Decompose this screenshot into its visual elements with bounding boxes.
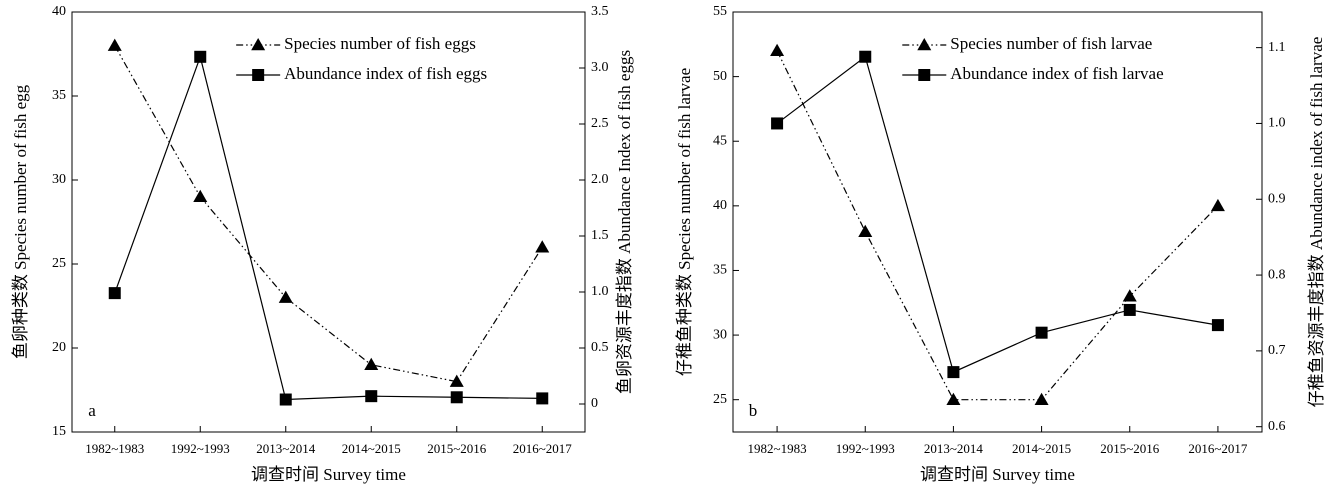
x-tick-label: 2015~2016	[1100, 441, 1160, 456]
x-tick-label: 2016~2017	[1188, 441, 1248, 456]
marker-triangle	[535, 240, 550, 253]
marker-square	[1035, 326, 1048, 339]
x-tick-label: 2014~2015	[1012, 441, 1071, 456]
y-tick-label: 35	[52, 88, 66, 103]
panel-letter: b	[749, 401, 758, 420]
x-axis-label: 调查时间 Survey time	[251, 465, 406, 484]
legend-label: Species number of fish eggs	[284, 34, 476, 53]
marker-square	[252, 69, 265, 81]
legend-label: Abundance index of fish larvae	[950, 64, 1163, 83]
marker-triangle	[946, 392, 961, 405]
marker-triangle	[1034, 392, 1049, 405]
marker-square	[1211, 319, 1224, 332]
y2-tick-label: 2.5	[591, 116, 609, 131]
y2-tick-label: 0.6	[1268, 419, 1286, 434]
y2-tick-label: 0.8	[1268, 267, 1286, 282]
y-tick-label: 50	[713, 69, 727, 84]
x-tick-label: 2015~2016	[427, 441, 487, 456]
x-tick-label: 1982~1983	[748, 441, 807, 456]
y-axis-label: 鱼卵种类数 Species number of fish egg	[11, 84, 30, 359]
y2-axis-label: 仔稚鱼资源丰度指数 Abundance index of fish larvae	[1307, 37, 1326, 408]
plot-frame	[732, 11, 1263, 433]
x-tick-label: 1992~1993	[836, 441, 895, 456]
x-tick-label: 2013~2014	[924, 441, 984, 456]
x-axis-label: 调查时间 Survey time	[920, 465, 1075, 484]
y-tick-label: 30	[52, 172, 66, 187]
marker-square	[108, 287, 121, 300]
x-tick-label: 1982~1983	[85, 441, 144, 456]
marker-square	[859, 50, 872, 63]
marker-triangle	[107, 38, 122, 51]
y2-tick-label: 3.0	[591, 60, 609, 75]
y-tick-label: 40	[52, 4, 66, 19]
marker-triangle	[278, 290, 293, 303]
legend-label: Species number of fish larvae	[950, 34, 1152, 53]
panel-letter: a	[88, 401, 96, 420]
y-tick-label: 30	[713, 327, 727, 342]
x-tick-label: 1992~1993	[171, 441, 230, 456]
marker-square	[450, 391, 463, 404]
y2-tick-label: 3.5	[591, 4, 609, 19]
y2-tick-label: 0.5	[591, 340, 609, 355]
marker-triangle	[770, 43, 785, 57]
marker-triangle	[193, 189, 208, 203]
y2-tick-label: 1.0	[591, 284, 609, 299]
y2-tick-label: 1.5	[591, 228, 609, 243]
legend-label: Abundance index of fish eggs	[284, 64, 487, 83]
marker-triangle	[449, 374, 464, 387]
series-line	[776, 50, 1219, 401]
y-tick-label: 40	[713, 198, 727, 213]
marker-square	[947, 366, 960, 379]
y2-axis-label: 鱼卵资源丰度指数 Abundance Index of fish eggs	[615, 50, 634, 394]
marker-square	[536, 392, 549, 405]
marker-square	[365, 390, 378, 403]
y-axis-label: 仔稚鱼种类数 Species number of fish larvae	[675, 68, 694, 376]
x-tick-label: 2013~2014	[256, 441, 316, 456]
marker-square	[194, 50, 207, 63]
y2-tick-label: 1.1	[1268, 40, 1286, 55]
marker-square	[918, 69, 931, 81]
marker-triangle	[1210, 198, 1225, 212]
marker-square	[771, 117, 784, 130]
y2-tick-label: 1.0	[1268, 116, 1286, 131]
series-line	[114, 45, 543, 383]
marker-triangle	[1122, 289, 1137, 302]
y-tick-label: 20	[52, 340, 66, 355]
series-line	[776, 55, 1219, 373]
y2-tick-label: 2.0	[591, 172, 609, 187]
y-tick-label: 35	[713, 263, 727, 278]
series-line	[114, 54, 543, 401]
y2-tick-label: 0	[591, 396, 598, 411]
marker-triangle	[364, 357, 379, 371]
marker-triangle	[917, 38, 932, 51]
y-tick-label: 15	[52, 424, 66, 439]
y-tick-label: 55	[713, 4, 727, 19]
y-tick-label: 25	[713, 392, 727, 407]
marker-triangle	[251, 38, 266, 51]
x-tick-label: 2014~2015	[342, 441, 401, 456]
plot-frame	[71, 11, 586, 433]
y-tick-label: 25	[52, 256, 66, 271]
marker-triangle	[858, 224, 873, 237]
y2-tick-label: 0.7	[1268, 343, 1286, 358]
marker-square	[1123, 303, 1136, 316]
y2-tick-label: 0.9	[1268, 191, 1286, 206]
marker-square	[279, 393, 292, 406]
y-tick-label: 45	[713, 133, 727, 148]
x-tick-label: 2016~2017	[513, 441, 573, 456]
